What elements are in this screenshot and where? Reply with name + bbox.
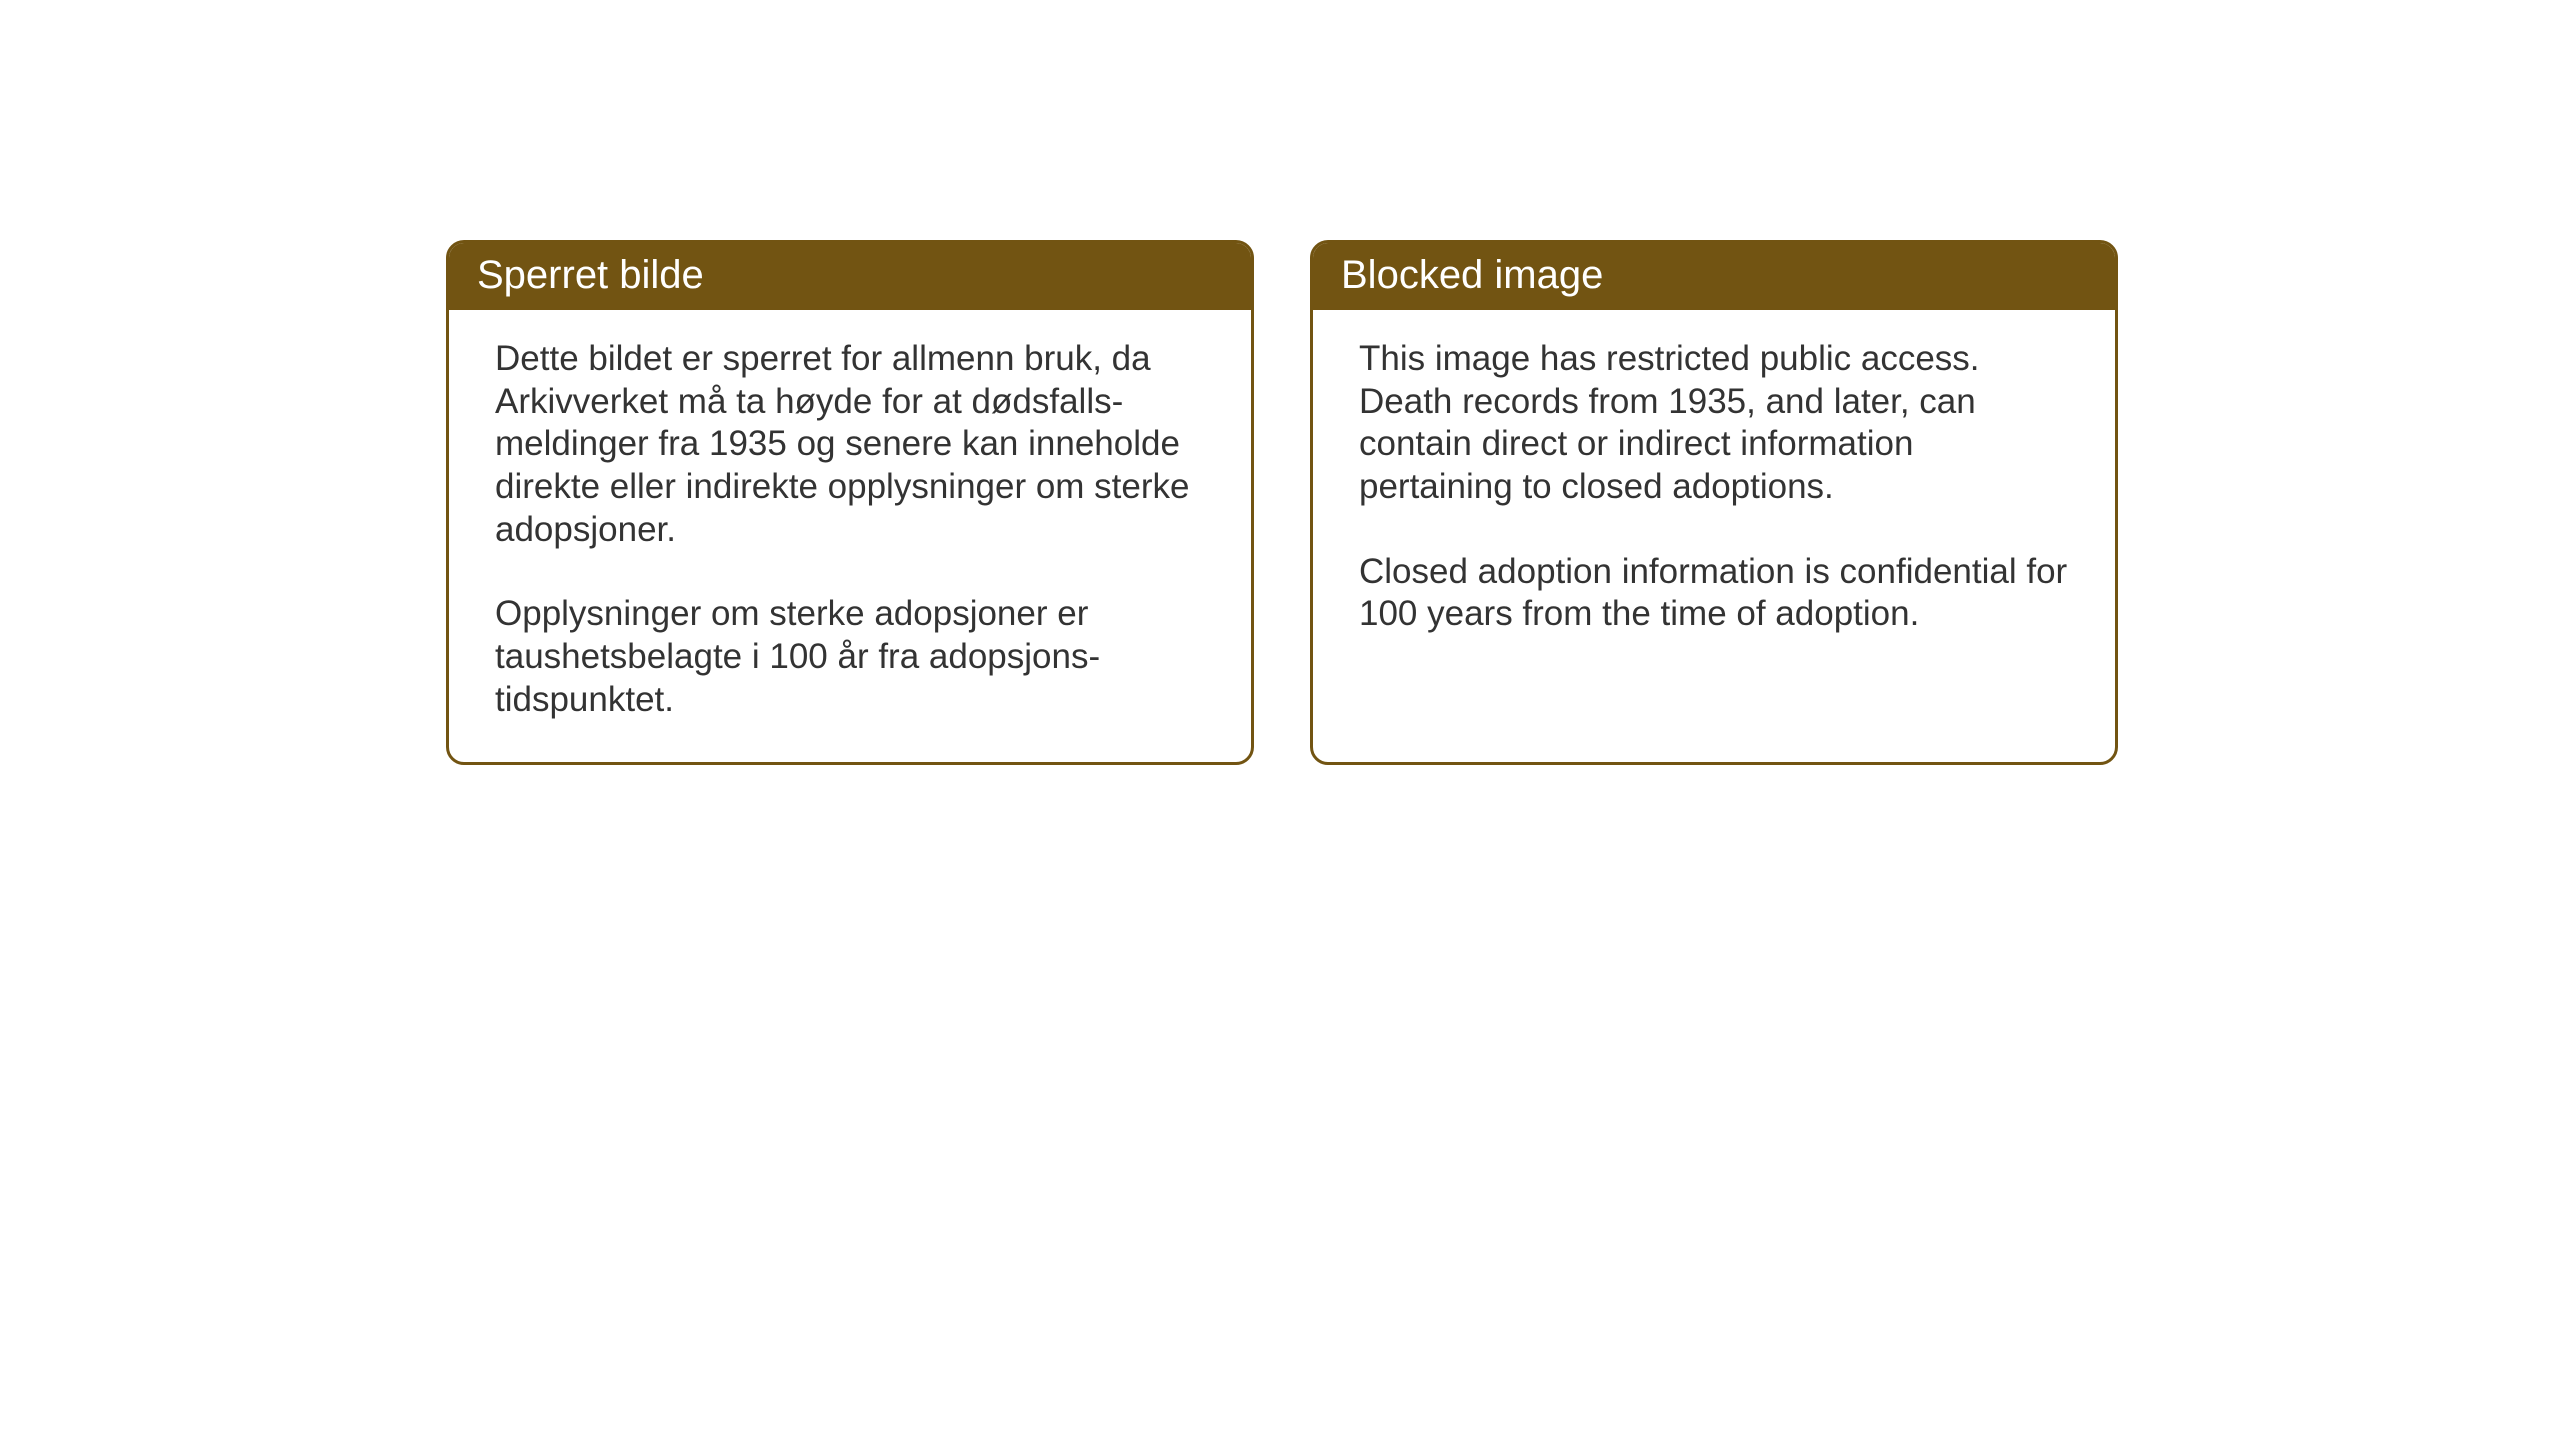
- norwegian-card-title: Sperret bilde: [449, 243, 1251, 310]
- english-card: Blocked image This image has restricted …: [1310, 240, 2118, 765]
- english-card-body: This image has restricted public access.…: [1313, 310, 2115, 676]
- english-card-title: Blocked image: [1313, 243, 2115, 310]
- norwegian-paragraph-2: Opplysninger om sterke adopsjoner er tau…: [495, 593, 1205, 721]
- english-paragraph-2: Closed adoption information is confident…: [1359, 551, 2069, 636]
- english-paragraph-1: This image has restricted public access.…: [1359, 338, 2069, 509]
- info-cards-container: Sperret bilde Dette bildet er sperret fo…: [446, 240, 2118, 765]
- norwegian-paragraph-1: Dette bildet er sperret for allmenn bruk…: [495, 338, 1205, 551]
- norwegian-card-body: Dette bildet er sperret for allmenn bruk…: [449, 310, 1251, 762]
- norwegian-card: Sperret bilde Dette bildet er sperret fo…: [446, 240, 1254, 765]
